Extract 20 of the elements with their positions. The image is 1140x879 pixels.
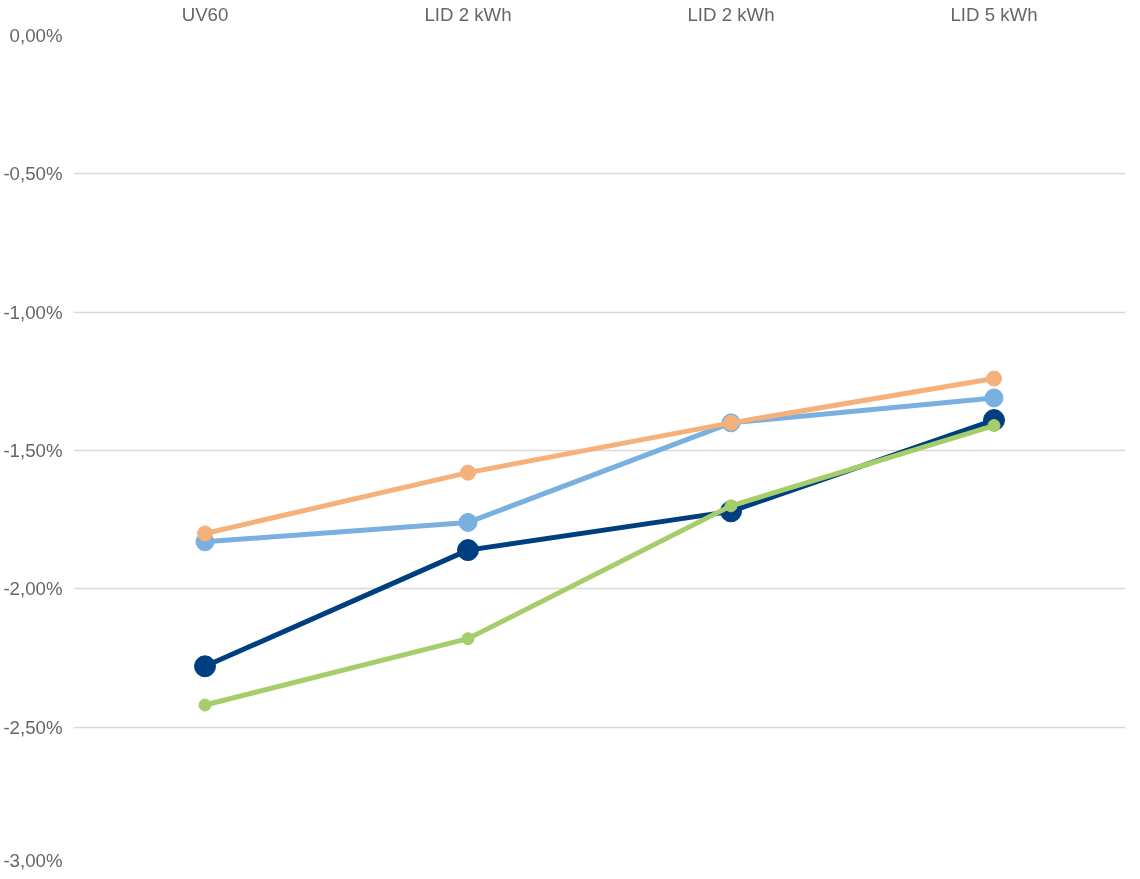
y-tick-label: -1,00% <box>3 301 63 323</box>
x-tick-label: LID 2 kWh <box>687 3 775 25</box>
point <box>457 539 479 562</box>
y-tick-label: -2,50% <box>3 716 63 738</box>
x-tick-label: UV60 <box>181 3 229 25</box>
point <box>460 464 476 481</box>
point <box>984 388 1004 408</box>
y-tick-label: -2,00% <box>3 578 63 600</box>
x-tick-label: LID 5 kWh <box>950 3 1038 25</box>
x-tick-label: LID 2 kWh <box>424 3 512 25</box>
y-tick-label: -3,00% <box>3 849 63 871</box>
y-tick-label: -1,50% <box>3 440 63 461</box>
point <box>194 655 216 678</box>
point <box>458 512 478 532</box>
point <box>198 698 212 712</box>
point <box>461 632 475 646</box>
y-tick-label: 0,00% <box>9 25 63 46</box>
point <box>986 370 1002 387</box>
y-tick-label: -0,50% <box>3 163 63 185</box>
point <box>197 525 213 542</box>
